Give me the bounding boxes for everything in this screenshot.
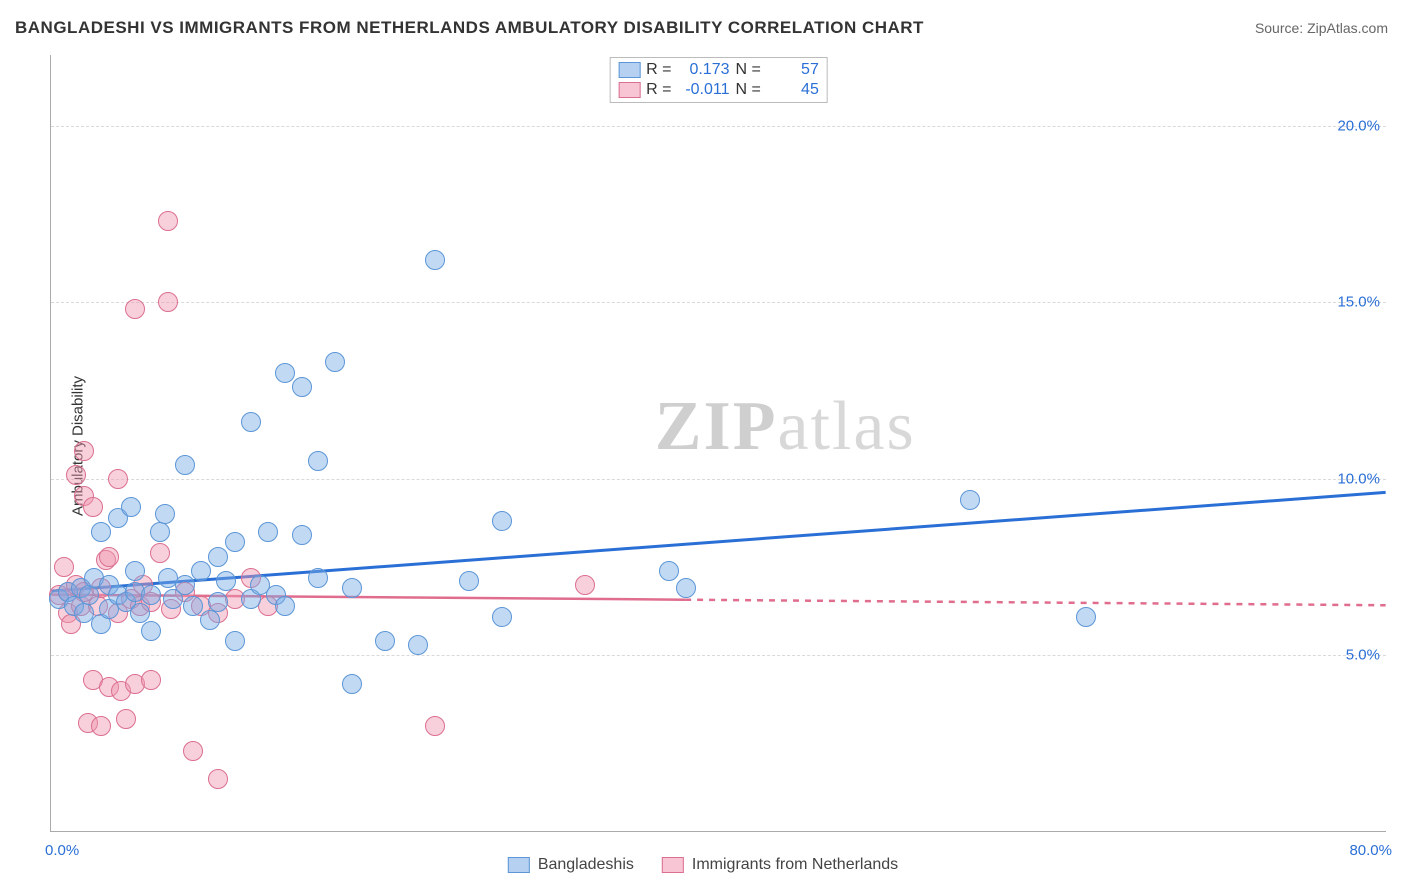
data-point <box>116 709 136 729</box>
gridline <box>51 302 1386 303</box>
data-point <box>425 716 445 736</box>
y-tick-label: 15.0% <box>1337 294 1380 311</box>
data-point <box>275 363 295 383</box>
data-point <box>659 561 679 581</box>
data-point <box>175 455 195 475</box>
data-point <box>292 377 312 397</box>
data-point <box>141 585 161 605</box>
data-point <box>141 621 161 641</box>
data-point <box>275 596 295 616</box>
data-point <box>150 543 170 563</box>
data-point <box>150 522 170 542</box>
data-point <box>208 547 228 567</box>
data-point <box>325 352 345 372</box>
data-point <box>225 631 245 651</box>
data-point <box>492 607 512 627</box>
data-point <box>258 522 278 542</box>
data-point <box>208 592 228 612</box>
data-point <box>91 716 111 736</box>
data-point <box>183 741 203 761</box>
legend: Bangladeshis Immigrants from Netherlands <box>508 856 898 874</box>
data-point <box>54 557 74 577</box>
data-point <box>200 610 220 630</box>
legend-item-blue: Bangladeshis <box>508 856 634 874</box>
data-point <box>1076 607 1096 627</box>
data-point <box>676 578 696 598</box>
data-point <box>425 250 445 270</box>
legend-label: Immigrants from Netherlands <box>692 856 898 874</box>
data-point <box>208 769 228 789</box>
data-point <box>125 561 145 581</box>
gridline <box>51 655 1386 656</box>
data-point <box>241 412 261 432</box>
data-point <box>960 490 980 510</box>
data-point <box>108 469 128 489</box>
data-point <box>216 571 236 591</box>
chart-title: BANGLADESHI VS IMMIGRANTS FROM NETHERLAN… <box>15 18 924 38</box>
data-point <box>459 571 479 591</box>
data-point <box>225 532 245 552</box>
data-point <box>408 635 428 655</box>
data-point <box>83 497 103 517</box>
data-point <box>375 631 395 651</box>
data-point <box>191 561 211 581</box>
x-tick-right: 80.0% <box>1349 842 1392 859</box>
data-point <box>575 575 595 595</box>
swatch-blue-icon <box>508 857 530 873</box>
data-point <box>74 441 94 461</box>
data-point <box>175 575 195 595</box>
data-point <box>342 674 362 694</box>
data-point <box>66 465 86 485</box>
data-point <box>342 578 362 598</box>
legend-label: Bangladeshis <box>538 856 634 874</box>
data-point <box>130 603 150 623</box>
data-point <box>99 547 119 567</box>
data-point <box>492 511 512 531</box>
y-tick-label: 5.0% <box>1346 647 1380 664</box>
data-point <box>158 292 178 312</box>
scatter-plot: ZIPatlas R = 0.173 N = 57 R = -0.011 N =… <box>50 55 1386 832</box>
gridline <box>51 479 1386 480</box>
data-point <box>121 497 141 517</box>
data-point <box>183 596 203 616</box>
data-point <box>91 522 111 542</box>
gridline <box>51 126 1386 127</box>
data-point <box>125 299 145 319</box>
data-point <box>141 670 161 690</box>
data-point <box>155 504 175 524</box>
source-label: Source: ZipAtlas.com <box>1255 20 1388 36</box>
data-point <box>292 525 312 545</box>
y-tick-label: 20.0% <box>1337 117 1380 134</box>
y-tick-label: 10.0% <box>1337 470 1380 487</box>
data-point <box>308 451 328 471</box>
data-point <box>79 585 99 605</box>
data-point <box>158 211 178 231</box>
swatch-pink-icon <box>662 857 684 873</box>
x-tick-left: 0.0% <box>45 842 79 859</box>
legend-item-pink: Immigrants from Netherlands <box>662 856 898 874</box>
trend-lines <box>51 55 1386 831</box>
data-point <box>308 568 328 588</box>
